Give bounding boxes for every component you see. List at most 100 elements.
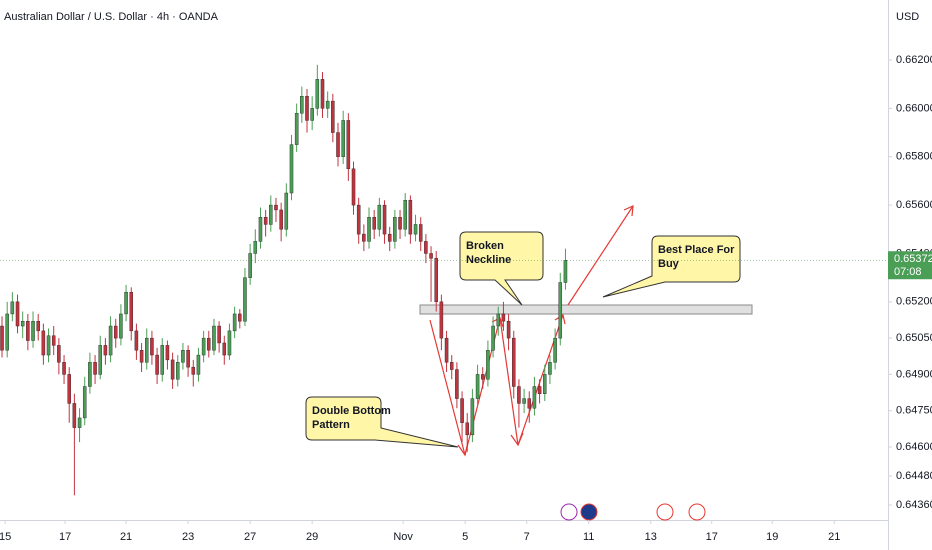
candle-body: [325, 100, 330, 109]
x-tick-label: 27: [244, 531, 256, 543]
candle-body: [227, 330, 232, 356]
event-icon[interactable]: [688, 503, 706, 521]
arrow-head: [623, 205, 634, 217]
x-tick-label: 29: [306, 531, 318, 543]
candle-body: [429, 253, 433, 259]
candle-body: [258, 216, 263, 242]
candle-body: [269, 204, 273, 225]
candle-body: [367, 216, 371, 242]
candle-body: [315, 79, 320, 109]
candle-body: [119, 313, 123, 339]
candle-body: [201, 337, 206, 356]
candle-body: [155, 354, 159, 375]
candle-body: [150, 337, 154, 356]
annotation-text: Neckline: [466, 254, 511, 266]
candle-body: [108, 325, 113, 356]
candle-body: [67, 374, 71, 404]
event-icon[interactable]: [580, 503, 598, 521]
candle-body: [186, 350, 190, 368]
candle-body: [563, 260, 568, 283]
currency-label: USD: [896, 11, 919, 23]
candle-body: [31, 320, 35, 341]
candle-body: [496, 313, 501, 327]
candle-body: [393, 216, 397, 242]
candle-body: [77, 417, 82, 428]
candle-body: [82, 386, 87, 419]
candle-body: [93, 362, 97, 375]
candle-body: [289, 144, 294, 194]
candle-body: [382, 204, 387, 235]
candle-body: [470, 398, 475, 436]
candle-body: [424, 241, 428, 254]
x-tick-label: 21: [120, 531, 132, 543]
candle-body: [196, 354, 201, 375]
annotation-text: Broken: [466, 240, 504, 252]
candle-body: [506, 320, 511, 339]
candle-body: [460, 398, 464, 423]
candle-body: [139, 350, 144, 363]
event-icon[interactable]: [560, 503, 578, 521]
candle-body: [98, 345, 102, 375]
candle-body: [0, 325, 4, 351]
candle-body: [387, 233, 392, 242]
callout-box: [602, 235, 741, 298]
candle-body: [248, 253, 252, 278]
candle-body: [20, 320, 25, 327]
candle-body: [418, 224, 423, 242]
candle-body: [558, 282, 563, 339]
candle-body: [51, 335, 56, 346]
candle-body: [408, 200, 413, 235]
candle-body: [455, 369, 459, 399]
candle-body: [300, 96, 304, 114]
x-tick-label: Nov: [393, 531, 413, 543]
candle-body: [310, 108, 314, 121]
candle-body: [191, 366, 196, 375]
x-tick-label: 21: [828, 531, 840, 543]
candle-body: [486, 350, 490, 380]
candle-body: [320, 79, 325, 109]
candle-body: [238, 313, 242, 322]
y-tick-label: 0.65800: [896, 151, 932, 163]
candle-body: [134, 330, 139, 351]
candle-body: [553, 337, 557, 363]
annotation-text: Buy: [658, 258, 680, 270]
x-tick-label: 7: [524, 531, 530, 543]
arrow-head: [510, 432, 524, 447]
candle-body: [72, 403, 77, 428]
candle-body: [41, 330, 46, 356]
y-tick-label: 0.65200: [896, 296, 932, 308]
candle-body: [165, 345, 170, 361]
candle-body: [351, 168, 356, 206]
candle-body: [176, 362, 180, 380]
candle-body: [480, 374, 485, 380]
candle-body: [434, 258, 438, 303]
event-icon[interactable]: [656, 503, 674, 521]
candle-body: [279, 209, 283, 230]
candle-body: [129, 291, 133, 332]
candle-body: [543, 374, 547, 394]
candle-body: [413, 224, 418, 235]
candle-body: [62, 362, 66, 375]
candle-body: [36, 320, 40, 332]
candle-body: [212, 325, 216, 351]
candle-body: [207, 337, 211, 351]
annotation-text: Double Bottom: [312, 405, 391, 417]
candle-body: [124, 291, 128, 315]
candle-body: [222, 342, 227, 356]
candle-body: [181, 350, 185, 363]
y-tick-label: 0.65600: [896, 199, 932, 211]
candle-body: [274, 204, 278, 211]
candle-body: [232, 313, 237, 332]
candle-body: [284, 192, 289, 230]
candle-body: [501, 313, 506, 322]
candle-body: [88, 362, 92, 387]
candle-body: [57, 345, 61, 363]
candle-body: [491, 325, 495, 351]
candle-body: [5, 313, 9, 351]
x-tick-label: 17: [59, 531, 71, 543]
y-tick-label: 0.65050: [896, 332, 932, 344]
countdown-label: 07:08: [894, 266, 922, 278]
candle-body: [263, 216, 268, 225]
y-tick-label: 0.66000: [896, 102, 932, 114]
candle-body: [377, 204, 382, 230]
